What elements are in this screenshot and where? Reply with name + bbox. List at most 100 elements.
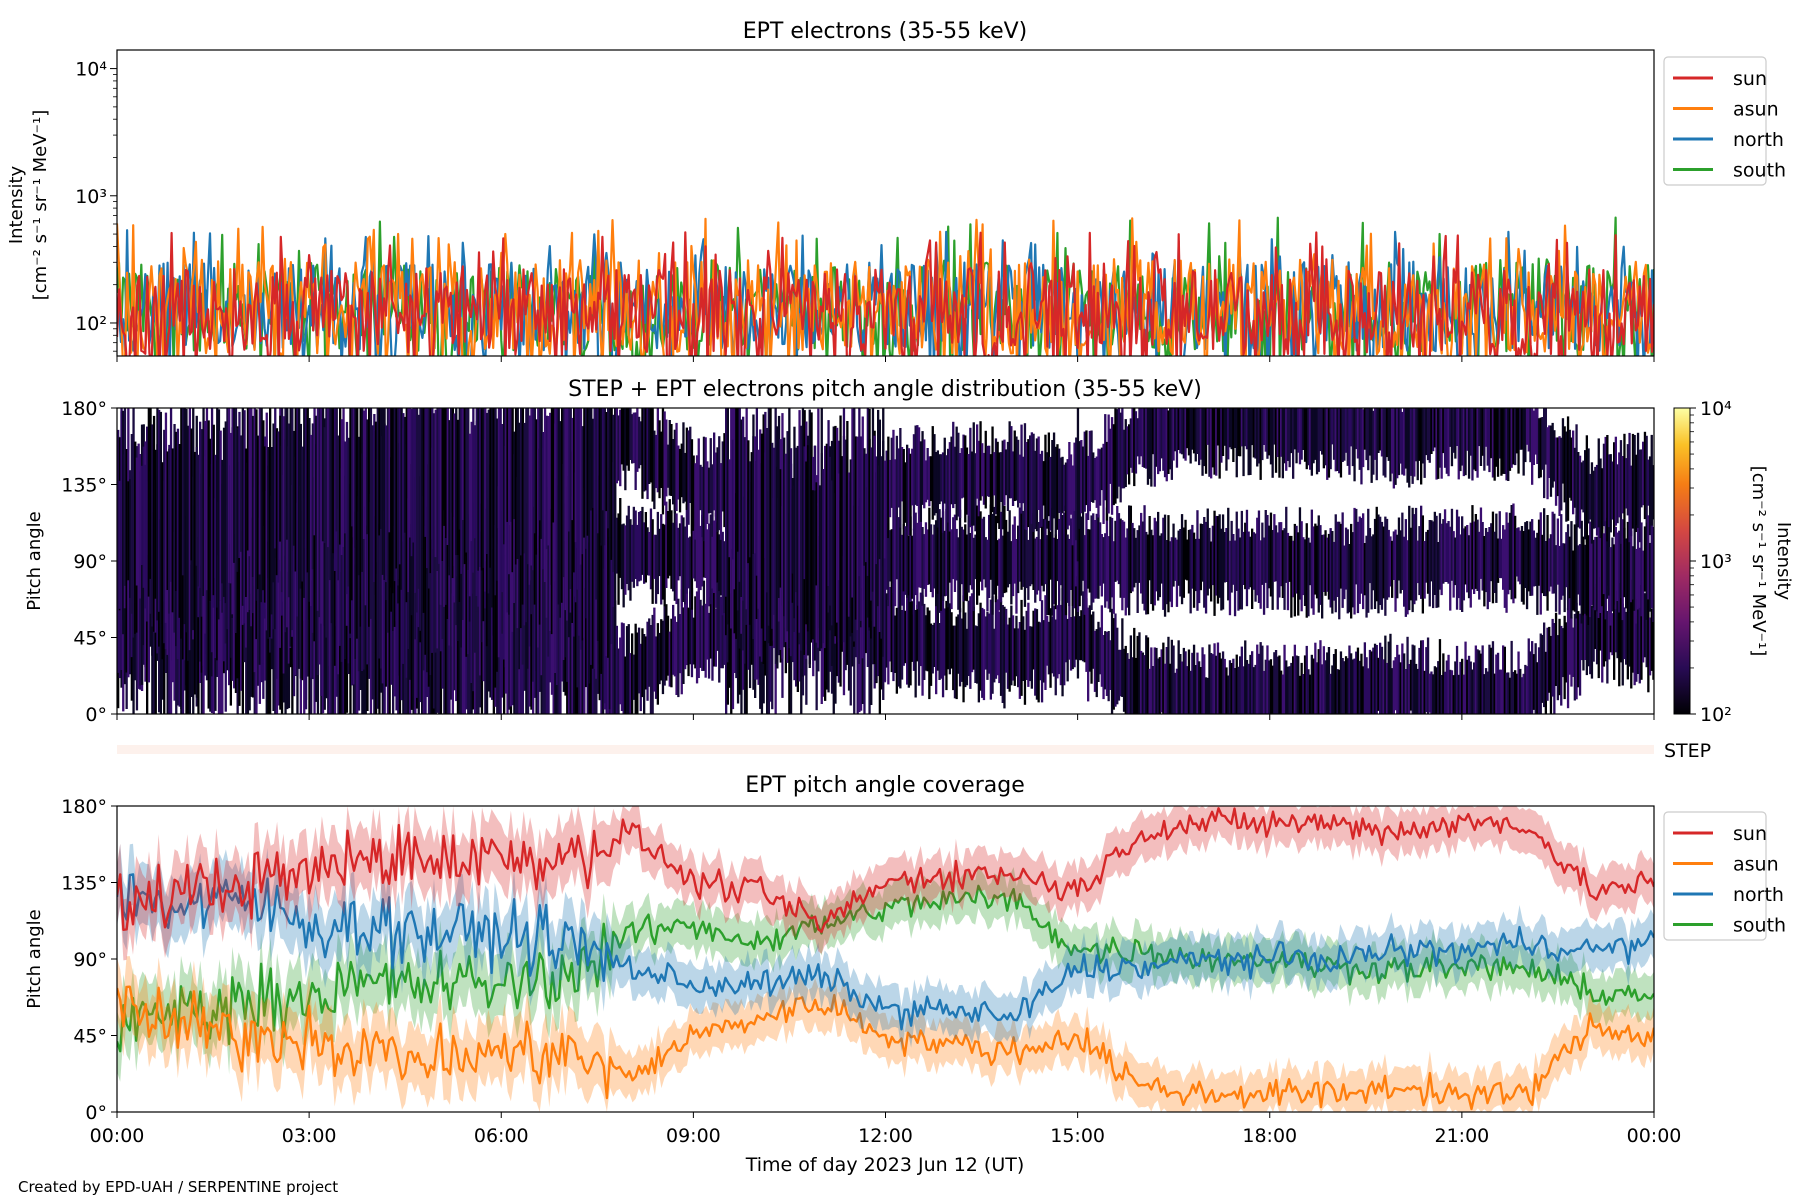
heatmap-cell — [827, 420, 830, 586]
heatmap-cell — [1297, 656, 1300, 714]
heatmap-cell — [229, 432, 233, 584]
heatmap-cell — [311, 423, 315, 570]
heatmap-cell — [1191, 524, 1194, 589]
heatmap-cell — [1350, 653, 1353, 714]
heatmap-cell — [994, 596, 998, 679]
series-line-sun — [117, 231, 1654, 356]
heatmap-cell — [677, 445, 680, 500]
heatmap-cell — [1471, 505, 1474, 590]
heatmap-cell — [890, 599, 893, 673]
heatmap-cell — [1141, 521, 1145, 604]
heatmap-cell — [1324, 408, 1327, 466]
heatmap-cell — [1488, 644, 1491, 714]
heatmap-cell — [506, 539, 509, 714]
heatmap-cell — [948, 442, 952, 532]
heatmap-cell — [1010, 605, 1013, 686]
heatmap-cell — [1044, 595, 1047, 690]
heatmap-cell — [1254, 408, 1257, 459]
heatmap-cell — [1524, 664, 1527, 714]
heatmap-cell — [1006, 624, 1010, 689]
heatmap-cell — [1023, 629, 1027, 705]
heatmap-cell — [436, 408, 439, 571]
heatmap-cell — [1428, 673, 1431, 713]
heatmap-cell — [685, 427, 689, 510]
heatmap-cell — [615, 517, 619, 574]
heatmap-cell — [1455, 509, 1459, 610]
heatmap-cell — [1584, 544, 1587, 614]
heatmap-cell — [1597, 520, 1600, 618]
heatmap-cell — [1232, 408, 1235, 462]
heatmap-cell — [1534, 643, 1537, 714]
heatmap-cell — [432, 462, 436, 709]
heatmap-cell — [1343, 408, 1346, 461]
heatmap-cell — [680, 515, 683, 607]
heatmap-cell — [542, 447, 545, 714]
heatmap-cell — [1310, 408, 1314, 476]
heatmap-cell — [923, 439, 926, 509]
heatmap-cell — [1353, 408, 1356, 482]
heatmap-cell — [1455, 408, 1459, 446]
heatmap-cell — [1362, 666, 1365, 714]
heatmap-cell — [854, 436, 858, 620]
heatmap-cell — [431, 408, 434, 540]
heatmap-cell — [665, 604, 668, 681]
heatmap-cell — [1389, 408, 1392, 482]
heatmap-cell — [1075, 437, 1078, 541]
heatmap-cell — [960, 526, 963, 585]
heatmap-cell — [1341, 408, 1344, 462]
heatmap-cell — [641, 628, 644, 698]
heatmap-cell — [1401, 411, 1404, 475]
heatmap-cell — [699, 464, 702, 511]
heatmap-cell — [1280, 408, 1283, 457]
x-tick-label: 00:00 — [1627, 1125, 1682, 1147]
heatmap-cell — [545, 415, 549, 550]
heatmap-cell — [1635, 548, 1638, 624]
heatmap-cell — [390, 587, 393, 685]
heatmap-cell — [1517, 527, 1520, 582]
heatmap-cell — [1018, 454, 1022, 504]
heatmap-cell — [907, 535, 911, 596]
heatmap-cell — [1298, 675, 1302, 714]
heatmap-cell — [1408, 505, 1411, 611]
heatmap-cell — [1595, 584, 1599, 665]
heatmap-cell — [193, 560, 197, 695]
heatmap-cell — [1343, 661, 1346, 714]
heatmap-cell — [1293, 523, 1297, 617]
heatmap-cell — [619, 409, 622, 487]
heatmap-cell — [1078, 441, 1081, 529]
heatmap-cell — [1124, 645, 1127, 714]
heatmap-cell — [1566, 416, 1570, 521]
heatmap-cell — [1251, 528, 1254, 609]
heatmap-cell — [1049, 531, 1052, 580]
heatmap-cell — [1363, 543, 1367, 596]
heatmap-cell — [1578, 455, 1582, 529]
heatmap-cell — [1594, 466, 1597, 529]
heatmap-cell — [583, 408, 586, 538]
heatmap-cell — [209, 520, 212, 712]
heatmap-cell — [713, 520, 716, 593]
heatmap-cell — [1114, 408, 1117, 504]
heatmap-cell — [1066, 534, 1069, 603]
heatmap-cell — [1437, 661, 1440, 714]
heatmap-cell — [292, 499, 296, 697]
heatmap-cell — [298, 408, 301, 625]
heatmap-cell — [648, 532, 651, 576]
heatmap-cell — [403, 416, 407, 533]
heatmap-cell — [1126, 426, 1129, 475]
heatmap-cell — [1175, 668, 1179, 714]
heatmap-cell — [1256, 408, 1259, 467]
heatmap-cell — [345, 421, 349, 595]
panel4-xticks: 00:00 03:00 06:00 09:00 12:00 15:00 18:00 21:00… — [90, 1112, 1682, 1147]
heatmap-cell — [1377, 657, 1380, 711]
heatmap-cell — [994, 515, 998, 603]
heatmap-cell — [622, 408, 625, 471]
heatmap-cell — [1080, 516, 1083, 596]
heatmap-cell — [1266, 515, 1269, 609]
heatmap-cell — [1104, 533, 1107, 608]
heatmap-cell — [303, 408, 306, 598]
heatmap-cell — [810, 412, 813, 634]
heatmap-cell — [1276, 656, 1279, 714]
heatmap-cell — [644, 512, 648, 583]
heatmap-cell — [1073, 616, 1076, 668]
heatmap-cell — [836, 427, 839, 623]
